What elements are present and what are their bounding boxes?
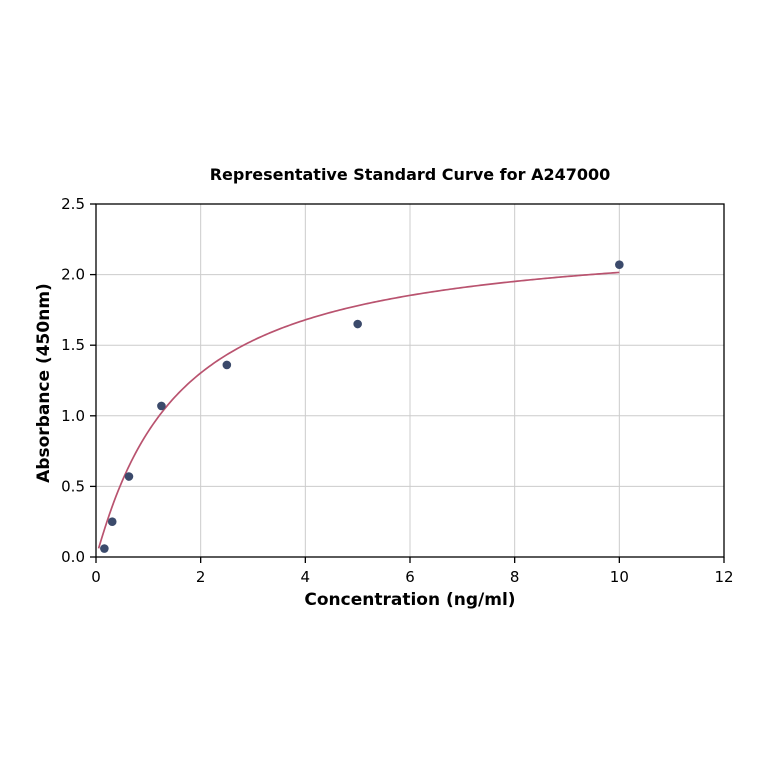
y-tick-label: 1.5: [61, 336, 85, 354]
y-axis-label: Absorbance (450nm): [34, 283, 54, 483]
data-point: [353, 319, 362, 329]
x-tick-label: 2: [196, 568, 206, 586]
x-axis-label: Concentration (ng/ml): [304, 590, 516, 610]
data-point: [157, 401, 166, 411]
y-tick-label: 1.0: [61, 407, 85, 425]
x-tick-label: 4: [301, 568, 311, 586]
data-point: [124, 472, 134, 481]
data-point: [100, 544, 109, 553]
x-tick-label: 6: [405, 568, 415, 586]
x-tick-label: 8: [510, 568, 520, 586]
fit-curve: [97, 271, 620, 549]
data-point: [615, 260, 624, 270]
x-tick-label: 10: [610, 568, 629, 586]
y-tick-label: 0.5: [61, 477, 85, 495]
data-point: [222, 360, 232, 370]
x-tick-label: 0: [91, 568, 101, 586]
data-point: [107, 517, 117, 526]
y-tick-label: 0.0: [61, 548, 85, 566]
y-tick-label: 2.5: [61, 195, 85, 213]
chart-title: Representative Standard Curve for A24700…: [209, 165, 611, 184]
x-tick-label: 12: [714, 568, 733, 586]
y-tick-label: 2.0: [61, 266, 85, 284]
